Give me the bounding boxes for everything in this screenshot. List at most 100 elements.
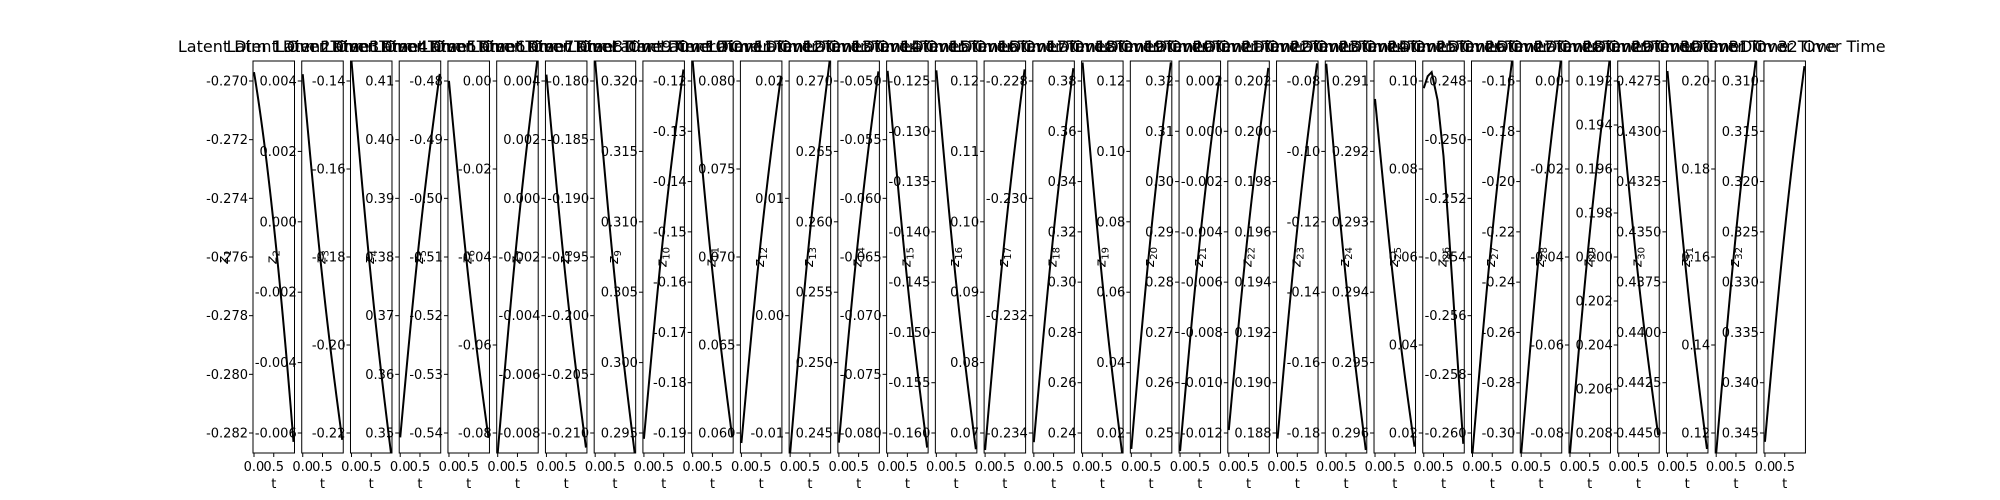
- series-line: [789, 60, 831, 454]
- y-tick-label: 0.296: [1332, 427, 1369, 442]
- y-tick-label: -0.230: [986, 192, 1028, 207]
- y-tick-label: 0.30: [1048, 276, 1077, 291]
- y-tick-label: -0.06: [1530, 339, 1564, 354]
- series-line: [1374, 98, 1416, 447]
- y-tick-label: 0.4375: [1616, 276, 1662, 291]
- y-tick-label: 0.335: [1722, 326, 1759, 341]
- x-tick-label: 0.0: [536, 460, 557, 475]
- y-axis-label: z8: [557, 250, 575, 265]
- y-tick-label: -0.16: [653, 276, 687, 291]
- subplot-title: Latent Dim 10 Over Time: [611, 37, 813, 56]
- x-axis-label: t: [1051, 477, 1056, 492]
- y-tick-label: 0.340: [1722, 376, 1759, 391]
- x-axis-label: t: [1149, 477, 1154, 492]
- x-tick-label: 0.5: [1482, 460, 1503, 475]
- series-line: [1568, 60, 1611, 454]
- series-line: [1276, 63, 1319, 439]
- subplot-title: Latent Dim 27 Over Time: [1440, 37, 1642, 56]
- series-line: [984, 69, 1026, 451]
- y-tick-label: -0.28: [1482, 376, 1516, 391]
- y-tick-label: 0.16: [1681, 251, 1710, 266]
- y-tick-label: 0.291: [1332, 75, 1369, 90]
- subplot-title: Latent Dim 3 Over Time: [275, 37, 467, 56]
- subplot-3: Latent Dim 3 Over Time -0.14 -0.16 -0.18 -0.…: [275, 37, 467, 492]
- x-tick-label: 0.0: [634, 460, 655, 475]
- y-axis-label: z9: [606, 250, 624, 265]
- subplot-title: Latent Dim 17 Over Time: [953, 37, 1155, 56]
- x-tick-label: 0.0: [1023, 460, 1044, 475]
- y-axis-label: z25: [1386, 247, 1404, 268]
- subplot-25: Latent Dim 25 Over Time 0.10 0.08 0.06 0.04 0…: [1343, 37, 1545, 492]
- x-tick-label: 0.0: [1121, 460, 1142, 475]
- x-axis-label: t: [905, 477, 910, 492]
- series-line: [594, 60, 636, 454]
- y-axis-label: z14: [850, 247, 868, 268]
- y-tick-label: 0.345: [1722, 427, 1759, 442]
- y-tick-label: 0.002: [260, 145, 297, 160]
- x-tick-label: 0.0: [390, 460, 411, 475]
- y-axis-label: z10: [655, 247, 673, 268]
- x-tick-label: 0.5: [1384, 460, 1405, 475]
- x-axis-label: t: [1295, 477, 1300, 492]
- subplot-7: Latent Dim 7 Over Time 0.004 0.002 0.000 -0.…: [470, 37, 662, 492]
- subplot-23: Latent Dim 23 Over Time -0.08 -0.10 -0.12 -0…: [1245, 37, 1447, 492]
- y-tick-label: -0.16: [312, 163, 346, 178]
- y-tick-label: -0.278: [206, 309, 248, 324]
- y-tick-label: -0.190: [547, 192, 589, 207]
- x-tick-label: 0.5: [410, 460, 431, 475]
- y-tick-label: -0.19: [653, 427, 687, 442]
- y-tick-label: -0.49: [409, 133, 443, 148]
- y-tick-label: 0.30: [1145, 175, 1174, 190]
- subplot-title: Latent Dim 2 Over Time: [227, 37, 419, 56]
- y-tick-label: 0.196: [1234, 225, 1271, 240]
- x-axis-label: t: [1587, 477, 1592, 492]
- y-tick-label: -0.04: [1530, 251, 1564, 266]
- series-line: [1666, 70, 1708, 450]
- x-tick-label: 0.5: [1092, 460, 1113, 475]
- x-tick-label: 0.0: [780, 460, 801, 475]
- y-tick-label: 0.004: [260, 75, 297, 90]
- series-line: [545, 74, 587, 448]
- y-axis-label: z20: [1142, 247, 1160, 268]
- y-tick-label: -0.050: [840, 75, 882, 90]
- y-tick-label: 0.34: [1048, 175, 1077, 190]
- y-tick-label: -0.006: [499, 368, 541, 383]
- y-tick-label: 0.200: [1234, 125, 1271, 140]
- y-tick-label: -0.080: [840, 427, 882, 442]
- x-tick-label: 0.0: [439, 460, 460, 475]
- y-tick-label: 0.02: [755, 75, 784, 90]
- x-axis-label: t: [466, 477, 471, 492]
- y-tick-label: 0.07: [950, 427, 979, 442]
- y-tick-label: -0.274: [206, 192, 248, 207]
- subplot-10: Latent Dim 10 Over Time -0.12 -0.13 -0.14 -0…: [611, 37, 813, 492]
- y-tick-label: -0.004: [255, 356, 297, 371]
- y-tick-label: -0.002: [499, 251, 541, 266]
- y-axis-label: z6: [460, 250, 478, 265]
- y-tick-label: 0.192: [1576, 75, 1613, 90]
- subplot-title: Latent Dim 21 Over Time: [1148, 37, 1350, 56]
- subplot-21: Latent Dim 21 Over Time 0.002 0.000 -0.002 -…: [1148, 37, 1350, 492]
- series-line: [691, 60, 734, 437]
- x-tick-label: 0.5: [361, 460, 382, 475]
- y-tick-label: -0.008: [1181, 326, 1223, 341]
- series-line: [886, 70, 929, 448]
- x-tick-label: 0.5: [312, 460, 333, 475]
- y-tick-label: -0.08: [1287, 75, 1321, 90]
- subplot-6: Latent Dim 6 Over Time 0.00 -0.02 -0.04 -0.0…: [422, 37, 614, 492]
- x-tick-label: 0.5: [1336, 460, 1357, 475]
- y-tick-label: -0.008: [499, 427, 541, 442]
- y-axis-label: z4: [362, 250, 380, 265]
- y-tick-label: -0.260: [1425, 427, 1467, 442]
- y-tick-label: 0.295: [601, 427, 638, 442]
- x-axis-label: t: [1441, 477, 1446, 492]
- x-tick-label: 0.0: [487, 460, 508, 475]
- subplot-title: Latent Dim 31 Over Time: [1635, 37, 1837, 56]
- x-tick-label: 0.0: [1316, 460, 1337, 475]
- x-tick-label: 0.0: [877, 460, 898, 475]
- y-tick-label: -0.200: [547, 309, 589, 324]
- y-tick-label: 0.000: [260, 215, 297, 230]
- x-tick-label: 0.0: [731, 460, 752, 475]
- y-axis-label: z1: [216, 250, 234, 265]
- y-tick-label: -0.234: [986, 427, 1028, 442]
- y-tick-label: 0.11: [950, 145, 979, 160]
